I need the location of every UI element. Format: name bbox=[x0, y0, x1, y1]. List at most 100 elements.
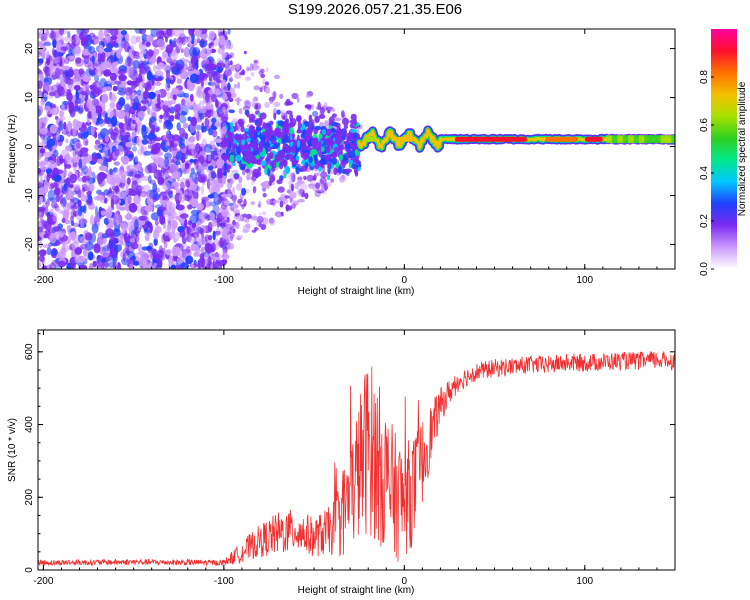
heatmap-cell bbox=[310, 181, 316, 186]
heatmap-cell bbox=[149, 223, 153, 234]
heatmap-cell bbox=[219, 237, 224, 248]
heatmap-cell bbox=[225, 66, 232, 73]
heatmap-cell bbox=[125, 141, 133, 148]
heatmap-cell bbox=[152, 63, 157, 72]
heatmap-cell bbox=[246, 156, 252, 164]
heatmap-cell bbox=[72, 183, 81, 192]
heatmap-cell bbox=[291, 174, 296, 183]
heatmap-cell bbox=[259, 87, 263, 93]
heatmap-cell bbox=[288, 121, 296, 128]
heatmap-cell bbox=[88, 166, 92, 177]
heatmap-cell bbox=[611, 135, 620, 144]
heatmap-cell bbox=[184, 218, 188, 229]
heatmap-cell bbox=[364, 136, 376, 142]
heatmap-cell bbox=[211, 219, 217, 227]
heatmap-cell bbox=[39, 127, 48, 135]
heatmap-cell bbox=[252, 186, 257, 194]
heatmap-cell bbox=[259, 112, 267, 120]
heatmap-cell bbox=[133, 54, 140, 60]
heatmap-cell bbox=[238, 176, 243, 184]
heatmap-cell bbox=[221, 154, 229, 159]
heatmap-cell bbox=[80, 219, 84, 228]
heatmap-cell bbox=[168, 202, 176, 213]
heatmap-cell bbox=[220, 73, 224, 82]
y-tick-label: -10 bbox=[24, 188, 35, 203]
heatmap-cell bbox=[68, 99, 73, 108]
heatmap-cell bbox=[189, 158, 194, 163]
heatmap-cell bbox=[274, 127, 282, 136]
heatmap-cell bbox=[222, 92, 227, 97]
heatmap-cell bbox=[201, 185, 205, 195]
heatmap-cell bbox=[254, 65, 260, 69]
heatmap-cell bbox=[671, 135, 675, 144]
heatmap-cell bbox=[148, 162, 158, 174]
heatmap-cell bbox=[158, 30, 165, 36]
colorbar-label: Normalized spectral amplitude bbox=[737, 81, 748, 216]
heatmap-cell bbox=[121, 223, 128, 234]
heatmap-cell bbox=[229, 60, 233, 66]
heatmap-cell bbox=[262, 217, 269, 225]
heatmap-cell bbox=[260, 73, 266, 79]
heatmap-cell bbox=[290, 183, 295, 192]
heatmap-cell bbox=[165, 121, 174, 130]
heatmap-cell bbox=[284, 195, 291, 199]
heatmap-cell bbox=[108, 128, 114, 135]
heatmap-cell bbox=[272, 200, 280, 204]
snr-series-line bbox=[38, 351, 675, 567]
heatmap-cell bbox=[103, 47, 113, 53]
heatmap-cell bbox=[91, 82, 97, 92]
heatmap-cell bbox=[189, 73, 199, 84]
heatmap-cell bbox=[348, 150, 356, 159]
heatmap-cell bbox=[72, 126, 77, 138]
heatmap-cell bbox=[104, 86, 113, 92]
snr-y-axis-label: SNR (10 * v/v) bbox=[7, 418, 18, 482]
heatmap-cell bbox=[163, 100, 173, 106]
heatmap-cell bbox=[339, 175, 345, 183]
heatmap-cell bbox=[200, 160, 209, 167]
heatmap-cell bbox=[163, 110, 168, 118]
heatmap-cell bbox=[70, 231, 76, 241]
snr-panel: -200 -100 0 100 0 200 400 600 Height of straigh… bbox=[7, 329, 676, 596]
heatmap-cell bbox=[660, 135, 669, 144]
heatmap-cell bbox=[40, 250, 47, 255]
heatmap-cells bbox=[38, 29, 675, 269]
heatmap-cell bbox=[138, 73, 143, 82]
heatmap-cell bbox=[128, 202, 138, 213]
heatmap-cell bbox=[38, 88, 42, 99]
heatmap-cell bbox=[104, 197, 108, 204]
heatmap-cell bbox=[241, 162, 246, 171]
heatmap-cell bbox=[66, 92, 73, 101]
heatmap-cell bbox=[134, 218, 139, 230]
heatmap-cell bbox=[217, 198, 225, 204]
heatmap-cell bbox=[131, 136, 137, 147]
heatmap-cell bbox=[79, 172, 85, 176]
heatmap-cell bbox=[54, 67, 61, 79]
heatmap-cell bbox=[93, 243, 101, 254]
heatmap-cell bbox=[110, 116, 118, 127]
heatmap-cell bbox=[138, 68, 144, 74]
heatmap-cell bbox=[215, 66, 224, 73]
heatmap-cell bbox=[201, 125, 207, 133]
heatmap-cell bbox=[135, 252, 140, 261]
heatmap-cell bbox=[303, 175, 307, 181]
x-tick-label: -100 bbox=[214, 576, 234, 587]
heatmap-cell bbox=[246, 66, 250, 72]
heatmap-cell bbox=[130, 99, 135, 106]
heatmap-cell bbox=[39, 196, 44, 202]
heatmap-cell bbox=[110, 179, 116, 190]
heatmap-cell bbox=[242, 155, 246, 161]
heatmap-cell bbox=[67, 156, 75, 164]
heatmap-cell bbox=[112, 174, 122, 184]
heatmap-cell bbox=[82, 75, 92, 82]
heatmap-cell bbox=[45, 201, 50, 207]
heatmap-cell bbox=[88, 183, 95, 192]
heatmap-cell bbox=[150, 107, 157, 117]
heatmap-cell bbox=[304, 145, 311, 151]
heatmap-cell bbox=[268, 219, 276, 226]
heatmap-cell bbox=[330, 108, 335, 112]
heatmap-cell bbox=[264, 81, 269, 86]
heatmap-cell bbox=[212, 230, 216, 241]
heatmap-cell bbox=[270, 139, 276, 145]
heatmap-cell bbox=[131, 50, 136, 55]
heatmap-cell bbox=[200, 173, 208, 183]
